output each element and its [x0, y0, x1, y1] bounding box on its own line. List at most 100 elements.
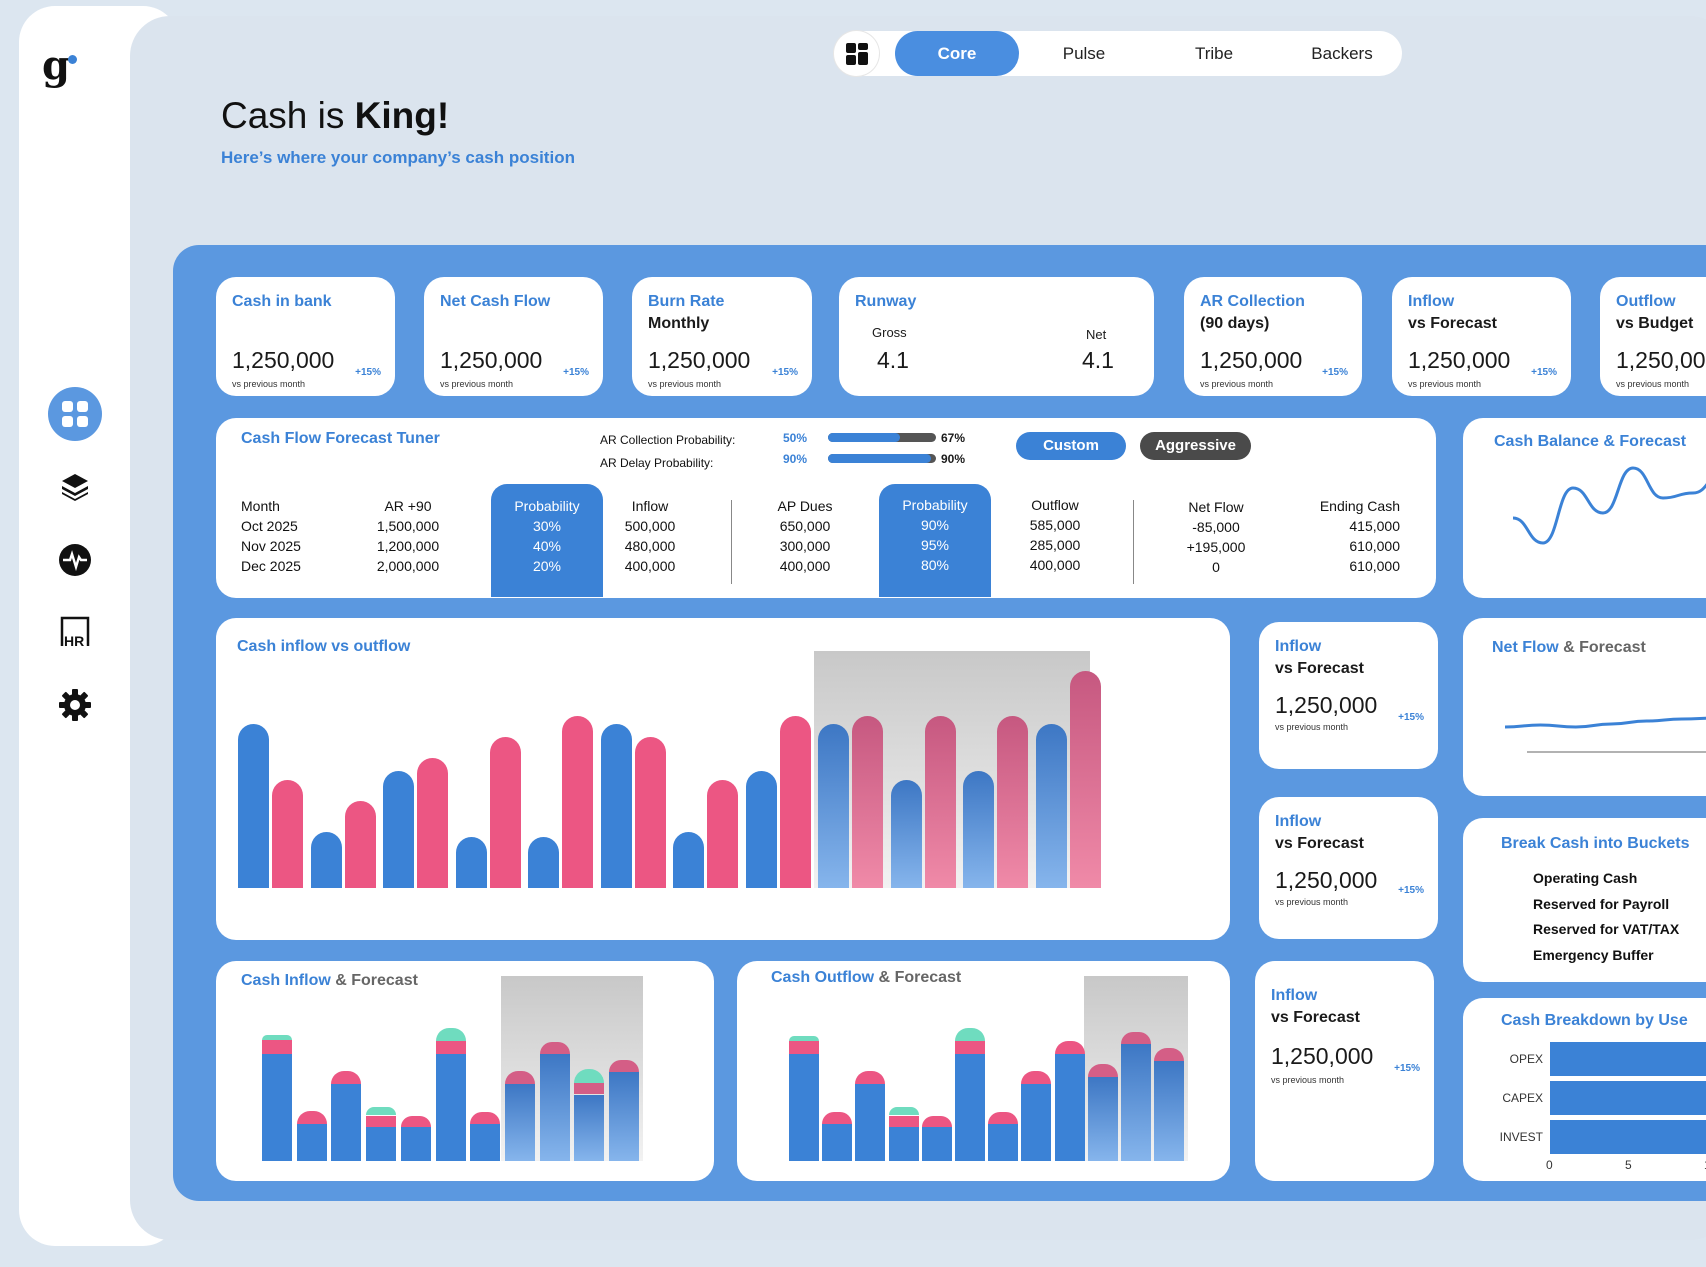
inflow-bar[interactable] [818, 723, 849, 888]
base-segment[interactable] [1154, 1060, 1185, 1161]
base-segment[interactable] [470, 1123, 501, 1161]
outflow-bar[interactable] [272, 779, 303, 888]
cell[interactable]: 95% [920, 537, 950, 553]
series-line[interactable] [1504, 716, 1706, 729]
outflow-bar[interactable] [344, 800, 376, 888]
base-segment[interactable] [366, 1127, 397, 1161]
base-segment[interactable] [988, 1123, 1019, 1161]
cell[interactable]: 20% [532, 558, 562, 574]
breakdown-bar[interactable] [1550, 1042, 1706, 1076]
teal-segment[interactable] [262, 1035, 292, 1040]
base-segment[interactable] [262, 1053, 292, 1161]
hr-icon[interactable]: HR [48, 605, 102, 659]
layers-icon[interactable] [48, 460, 102, 514]
pink-segment[interactable] [609, 1059, 639, 1073]
pink-segment[interactable] [888, 1115, 919, 1128]
kpi-card[interactable]: Inflow vs Forecast 1,250,000 vs previous … [1392, 277, 1571, 396]
base-segment[interactable] [955, 1053, 985, 1161]
outflow-bar[interactable] [634, 736, 666, 888]
app-logo[interactable]: g [42, 42, 70, 89]
base-segment[interactable] [822, 1123, 853, 1161]
series-line[interactable] [1512, 466, 1706, 545]
base-segment[interactable] [1121, 1044, 1151, 1161]
pink-segment[interactable] [1021, 1071, 1052, 1084]
outflow-bar[interactable] [1069, 671, 1101, 888]
teal-segment[interactable] [888, 1107, 919, 1116]
cell[interactable]: 40% [532, 538, 562, 554]
pink-segment[interactable] [955, 1040, 985, 1054]
base-segment[interactable] [504, 1084, 535, 1161]
kpi-card[interactable]: Cash in bank 1,250,000 vs previous month… [216, 277, 395, 396]
inflow-bar[interactable] [600, 723, 632, 888]
kpi-card[interactable]: Net Cash Flow 1,250,000 vs previous mont… [424, 277, 603, 396]
ar-delay-slider[interactable] [828, 454, 936, 463]
pink-segment[interactable] [504, 1071, 535, 1084]
outflow-bar[interactable] [779, 715, 811, 888]
inflow-bar[interactable] [383, 771, 414, 888]
aggressive-button[interactable]: Aggressive [1140, 432, 1251, 460]
runway-card[interactable]: Runway Gross 4.1 Net 4.1 [839, 277, 1154, 396]
pink-segment[interactable] [435, 1040, 466, 1054]
tab-backers[interactable]: Backers [1311, 44, 1373, 63]
inflow-bar[interactable] [1035, 723, 1067, 888]
breakdown-bar[interactable] [1550, 1120, 1706, 1154]
inflow-bar[interactable] [890, 779, 922, 888]
base-segment[interactable] [539, 1053, 570, 1161]
pink-segment[interactable] [574, 1082, 605, 1095]
pink-segment[interactable] [262, 1039, 292, 1054]
custom-button[interactable]: Custom [1016, 432, 1126, 460]
inflow-bar[interactable] [455, 837, 487, 888]
base-segment[interactable] [574, 1094, 605, 1161]
teal-segment[interactable] [574, 1068, 605, 1083]
dashboard-icon[interactable] [48, 387, 102, 441]
base-segment[interactable] [609, 1072, 639, 1161]
breakdown-bar[interactable] [1550, 1081, 1706, 1115]
pink-segment[interactable] [366, 1115, 397, 1128]
pink-segment[interactable] [855, 1071, 886, 1084]
tab-pulse[interactable]: Pulse [1062, 44, 1106, 63]
tab-tribe[interactable]: Tribe [1194, 44, 1234, 63]
inflow-bar[interactable] [673, 832, 704, 888]
outflow-bar[interactable] [489, 736, 521, 888]
outflow-bar[interactable] [852, 715, 883, 888]
pink-segment[interactable] [1087, 1064, 1118, 1077]
pulse-icon[interactable] [48, 533, 102, 587]
pink-segment[interactable] [331, 1071, 362, 1084]
teal-segment[interactable] [366, 1107, 397, 1116]
inflow-bar[interactable] [310, 832, 342, 888]
base-segment[interactable] [331, 1084, 362, 1161]
outflow-bar[interactable] [417, 758, 448, 888]
tab-core[interactable]: Core [895, 31, 1019, 76]
outflow-bar[interactable] [707, 779, 738, 888]
base-segment[interactable] [400, 1127, 431, 1161]
base-segment[interactable] [855, 1084, 886, 1161]
base-segment[interactable] [1087, 1077, 1118, 1161]
grid-view-button[interactable] [834, 31, 879, 76]
teal-segment[interactable] [955, 1028, 985, 1041]
inflow-bar[interactable] [745, 771, 777, 888]
base-segment[interactable] [1021, 1084, 1052, 1161]
pink-segment[interactable] [1054, 1040, 1085, 1054]
base-segment[interactable] [296, 1123, 327, 1161]
pink-segment[interactable] [1154, 1047, 1185, 1061]
kpi-card[interactable]: Inflow vs Forecast 1,250,000 vs previous … [1255, 961, 1434, 1181]
ar-collection-slider[interactable] [828, 433, 936, 442]
inflow-bar[interactable] [963, 771, 994, 888]
kpi-card[interactable]: Inflow vs Forecast 1,250,000 vs previous … [1259, 797, 1438, 939]
pink-segment[interactable] [400, 1115, 431, 1128]
base-segment[interactable] [888, 1127, 919, 1161]
base-segment[interactable] [921, 1127, 952, 1161]
teal-segment[interactable] [789, 1036, 819, 1041]
kpi-card[interactable]: Burn Rate Monthly 1,250,000 vs previous m… [632, 277, 812, 396]
outflow-bar[interactable] [562, 715, 593, 888]
settings-icon[interactable] [48, 678, 102, 732]
pink-segment[interactable] [988, 1112, 1019, 1124]
cell[interactable]: 80% [920, 557, 950, 573]
base-segment[interactable] [789, 1053, 819, 1161]
cell[interactable]: 30% [532, 518, 562, 534]
outflow-bar[interactable] [997, 715, 1028, 888]
cell[interactable]: 90% [920, 517, 950, 533]
outflow-bar[interactable] [924, 715, 956, 888]
pink-segment[interactable] [1121, 1031, 1151, 1045]
inflow-bar[interactable] [528, 837, 559, 888]
